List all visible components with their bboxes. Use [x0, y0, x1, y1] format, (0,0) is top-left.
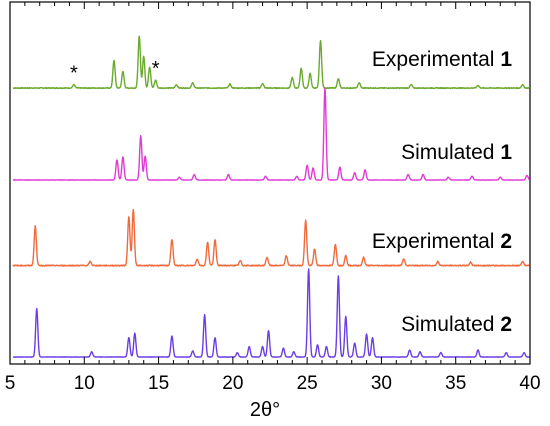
series-number: 2 [500, 313, 512, 336]
x-tick-label-20: 20 [222, 373, 243, 394]
series-name: Simulated [401, 141, 500, 164]
trace-experimental-1 [12, 35, 531, 90]
x-axis-ticks [9, 2, 531, 364]
asterisk-annotation-2: * [152, 58, 160, 80]
x-tick-label-15: 15 [148, 373, 169, 394]
x-tick-label-30: 30 [371, 373, 392, 394]
trace-experimental-2 [12, 208, 530, 267]
annotations-group: * * [70, 58, 160, 85]
x-axis-title: 2θ° [250, 399, 280, 421]
x-tick-label-5: 5 [5, 373, 16, 394]
series-label-experimental-1: Experimental 1 [372, 48, 512, 71]
series-number: 1 [500, 48, 512, 71]
asterisk-annotation-1: * [70, 63, 78, 85]
trace-simulated-2 [12, 268, 530, 358]
x-tick-label-35: 35 [445, 373, 466, 394]
x-tick-label-10: 10 [74, 373, 95, 394]
trace-simulated-1 [12, 87, 531, 181]
series-label-simulated-2: Simulated 2 [401, 313, 512, 336]
series-label-simulated-1: Simulated 1 [401, 141, 512, 164]
plot-frame [9, 1, 531, 365]
series-name: Experimental [372, 48, 500, 71]
traces-group [12, 35, 531, 358]
series-number: 2 [500, 230, 512, 253]
x-tick-label-25: 25 [297, 373, 318, 394]
series-name: Experimental [372, 230, 500, 253]
series-name: Simulated [401, 313, 500, 336]
x-tick-label-40: 40 [519, 373, 540, 394]
x-axis-tick-labels: 5 10 15 20 25 30 35 40 [5, 373, 541, 394]
series-label-experimental-2: Experimental 2 [372, 230, 512, 253]
series-number: 1 [500, 141, 512, 164]
